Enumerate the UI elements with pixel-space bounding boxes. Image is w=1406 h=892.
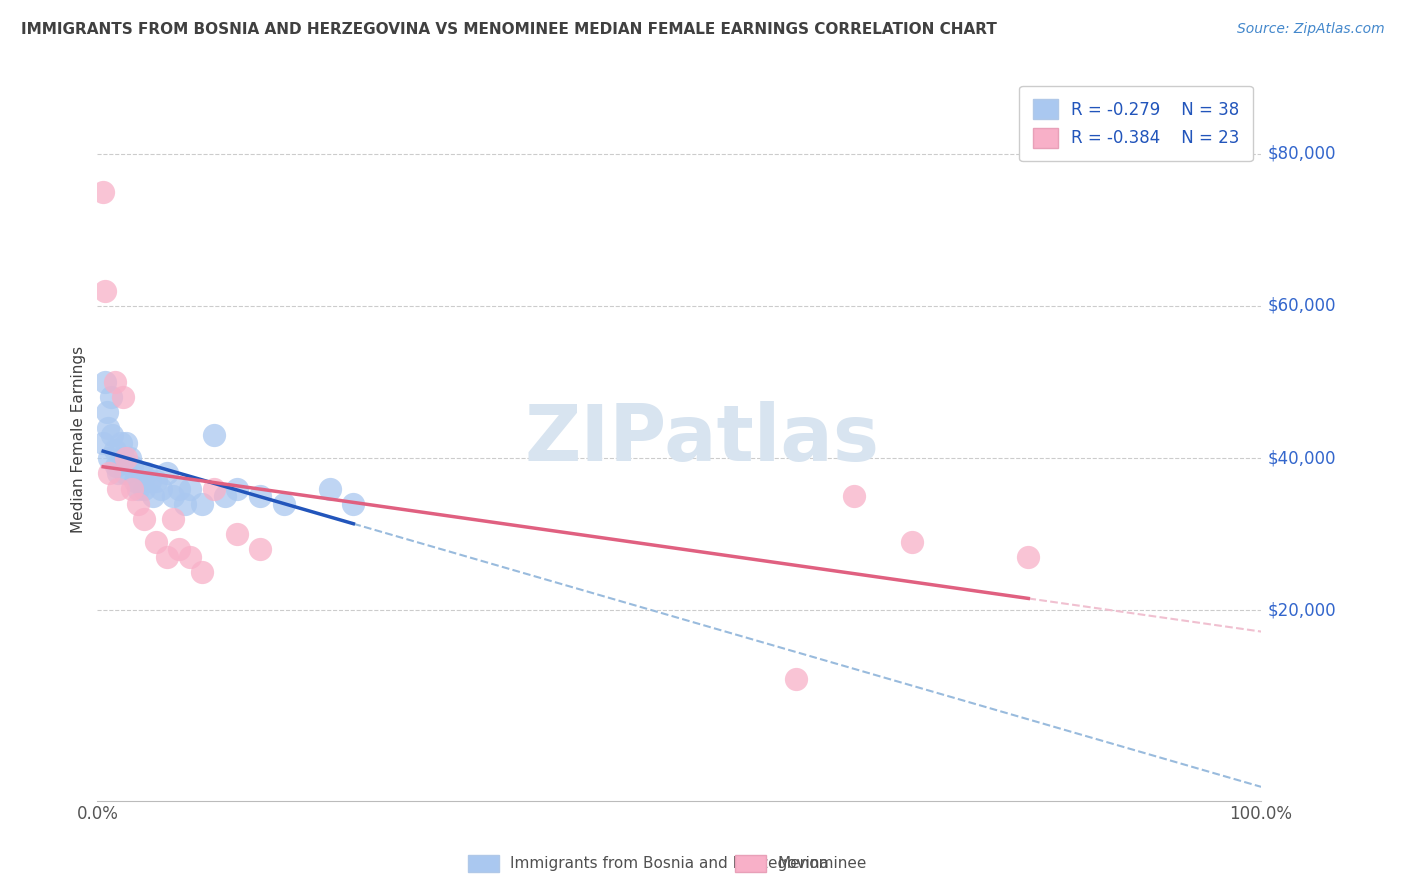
Point	[162, 512, 184, 526]
Point	[179, 482, 201, 496]
Point	[121, 482, 143, 496]
Point	[115, 435, 138, 450]
Point	[98, 467, 121, 481]
Point	[249, 542, 271, 557]
Point	[107, 482, 129, 496]
Point	[114, 467, 136, 481]
Text: $80,000: $80,000	[1268, 145, 1337, 162]
Point	[100, 390, 122, 404]
Point	[167, 542, 190, 557]
Point	[226, 527, 249, 541]
Y-axis label: Median Female Earnings: Median Female Earnings	[72, 345, 86, 533]
Text: IMMIGRANTS FROM BOSNIA AND HERZEGOVINA VS MENOMINEE MEDIAN FEMALE EARNINGS CORRE: IMMIGRANTS FROM BOSNIA AND HERZEGOVINA V…	[21, 22, 997, 37]
Point	[202, 428, 225, 442]
Point	[226, 482, 249, 496]
Point	[901, 534, 924, 549]
Point	[273, 497, 295, 511]
Point	[135, 467, 157, 481]
Point	[115, 451, 138, 466]
Point	[249, 489, 271, 503]
Point	[132, 482, 155, 496]
Point	[104, 458, 127, 473]
Text: $60,000: $60,000	[1268, 297, 1337, 315]
Point	[127, 482, 149, 496]
Point	[1017, 549, 1039, 564]
Point	[107, 467, 129, 481]
Point	[342, 497, 364, 511]
Point	[127, 497, 149, 511]
Point	[156, 467, 179, 481]
Point	[131, 467, 153, 481]
Point	[202, 482, 225, 496]
Point	[124, 474, 146, 488]
Point	[138, 474, 160, 488]
Legend: R = -0.279    N = 38, R = -0.384    N = 23: R = -0.279 N = 38, R = -0.384 N = 23	[1019, 86, 1253, 161]
Point	[91, 435, 114, 450]
Text: Source: ZipAtlas.com: Source: ZipAtlas.com	[1237, 22, 1385, 37]
Point	[162, 489, 184, 503]
Point	[97, 420, 120, 434]
Point	[94, 284, 117, 298]
Point	[94, 375, 117, 389]
Point	[191, 497, 214, 511]
Point	[121, 458, 143, 473]
Point	[319, 482, 342, 496]
Point	[214, 489, 236, 503]
Point	[179, 549, 201, 564]
Point	[142, 489, 165, 503]
Point	[145, 534, 167, 549]
Point	[145, 474, 167, 488]
Text: $40,000: $40,000	[1268, 449, 1337, 467]
Text: Menominee: Menominee	[778, 856, 868, 871]
Point	[104, 443, 127, 458]
Point	[111, 390, 134, 404]
Point	[101, 428, 124, 442]
Point	[111, 451, 134, 466]
Point	[118, 451, 141, 466]
Point	[110, 435, 132, 450]
Point	[167, 482, 190, 496]
Point	[842, 489, 865, 503]
Point	[156, 549, 179, 564]
Point	[104, 375, 127, 389]
Point	[191, 566, 214, 580]
Point	[98, 451, 121, 466]
Text: $20,000: $20,000	[1268, 601, 1337, 619]
Point	[96, 405, 118, 419]
Text: Immigrants from Bosnia and Herzegovina: Immigrants from Bosnia and Herzegovina	[510, 856, 830, 871]
Point	[150, 482, 173, 496]
Point	[785, 672, 807, 686]
Point	[91, 185, 114, 199]
Text: ZIPatlas: ZIPatlas	[524, 401, 880, 477]
Point	[173, 497, 195, 511]
Point	[132, 512, 155, 526]
